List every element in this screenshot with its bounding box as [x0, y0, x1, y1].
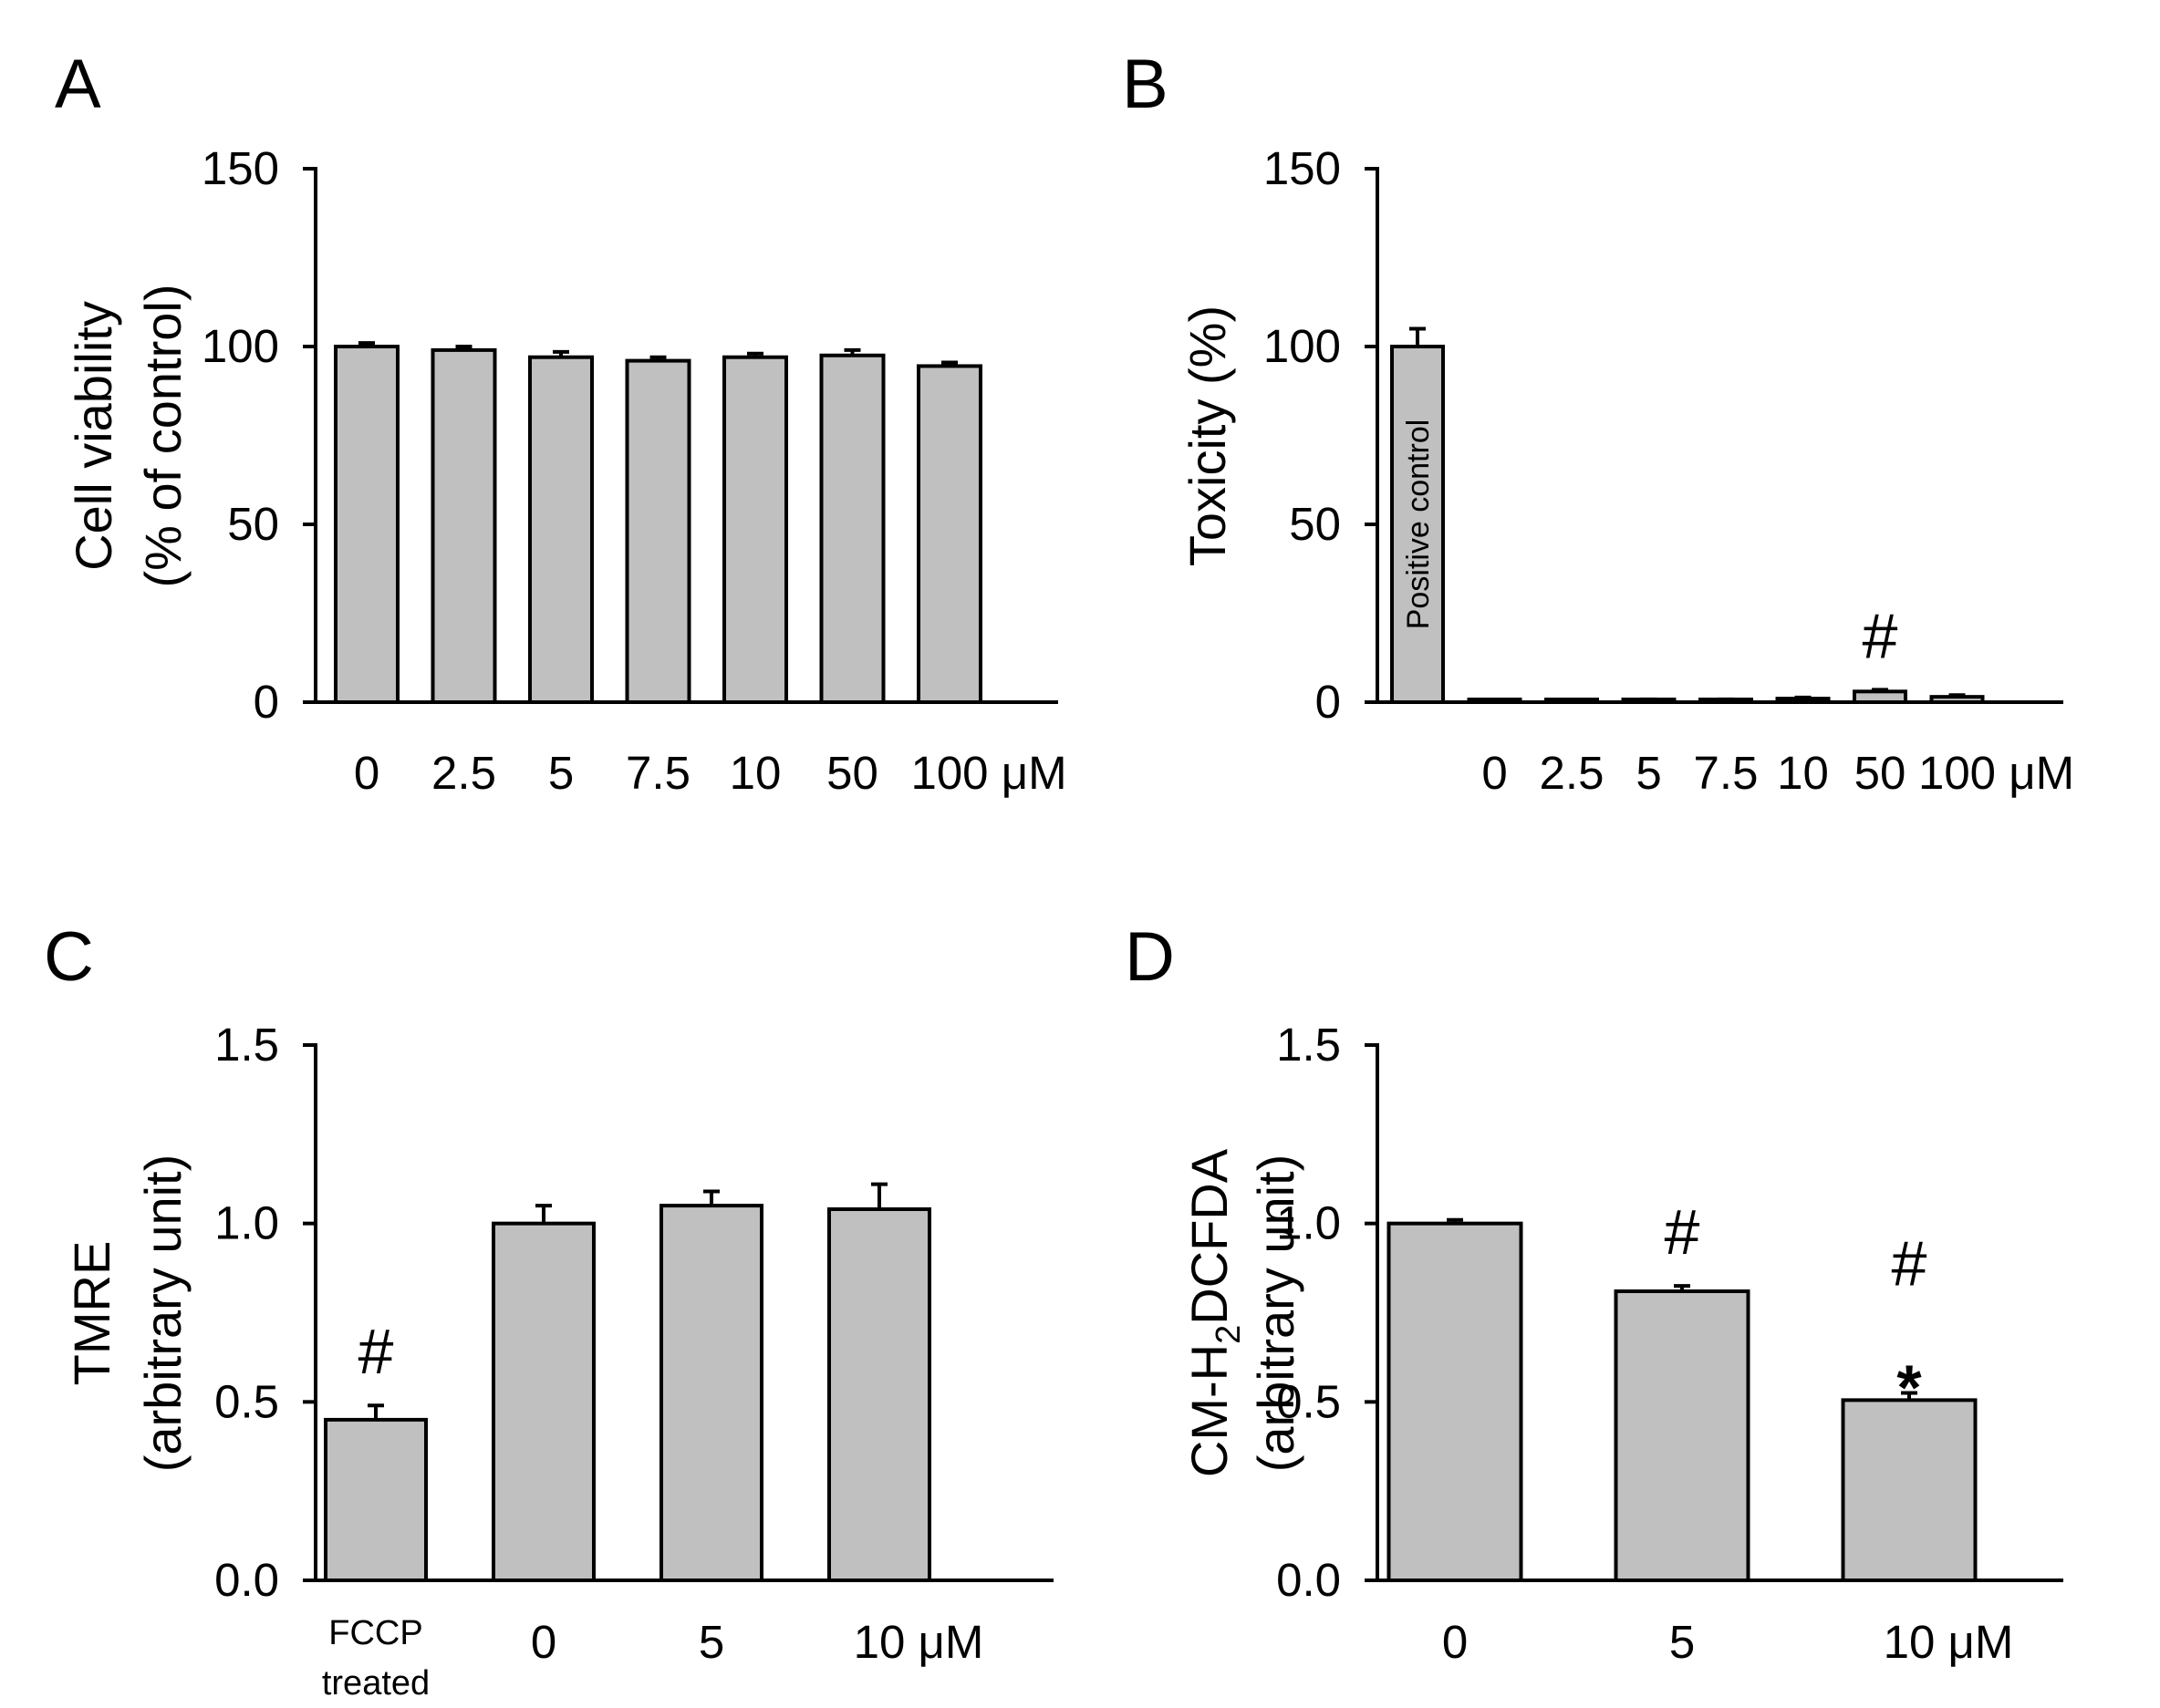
x-tick-label: 0: [1481, 747, 1507, 799]
x-tick-label: 10: [730, 747, 782, 799]
y-tick-label: 0.5: [214, 1375, 279, 1427]
significance-hash: #: [1665, 1196, 1700, 1268]
x-tick-label: 7.5: [626, 747, 691, 799]
bar: [625, 358, 691, 704]
x-tick-label: 100: [910, 747, 988, 799]
y-tick-label: 50: [1289, 498, 1341, 550]
y-tick-label: 1.0: [214, 1197, 279, 1249]
x-tick-label: 5: [1669, 1616, 1695, 1668]
panel-letter: C: [44, 918, 94, 996]
bar: [1614, 1289, 1750, 1583]
bar: [1544, 698, 1599, 704]
bar: [1467, 698, 1522, 704]
y-tick-label: 1.5: [214, 1019, 279, 1071]
x-tick-label: 10: [1777, 747, 1829, 799]
y-tick-label: 100: [202, 320, 279, 372]
significance-star: *: [1896, 1352, 1922, 1423]
x-unit-label: μM: [1002, 747, 1067, 799]
bar: [1386, 1221, 1523, 1582]
bar: [528, 355, 594, 704]
y-tick-label: 1.0: [1276, 1197, 1341, 1249]
x-tick-label: 0: [354, 747, 379, 799]
bar: [722, 355, 788, 704]
panel-d: D 0.0 0.5 1.0 1.5 CM-H2DCFDA (arbitrary unit) 0…: [1125, 918, 2063, 1668]
significance-hash: #: [358, 1316, 394, 1387]
bar: [431, 347, 497, 704]
y-tick-label: 0.0: [1276, 1554, 1341, 1606]
bar: [1853, 689, 1907, 704]
y-axis-label-line2: (arbitrary unit): [1247, 1154, 1304, 1473]
panel-letter: B: [1122, 46, 1168, 123]
x-tick-label: 10: [854, 1616, 906, 1668]
x-tick-label: 5: [548, 747, 574, 799]
bar: [659, 1204, 763, 1582]
y-axis-label: TMRE (arbitrary unit): [63, 1154, 192, 1473]
panel-letter: D: [1125, 918, 1175, 996]
y-axis-label: Toxicity (%): [1179, 305, 1236, 566]
significance-hash: #: [1892, 1228, 1927, 1299]
y-tick-label: 50: [227, 498, 279, 550]
x-tick-label: 10: [1884, 1616, 1936, 1668]
panel-letter: A: [55, 46, 101, 123]
y-tick-label: 100: [1263, 320, 1341, 372]
x-tick-label: 5: [1636, 747, 1661, 799]
bar: [1390, 345, 1445, 704]
x-unit-label: μM: [1948, 1616, 2014, 1668]
bar: [827, 1207, 931, 1582]
bar: [334, 345, 400, 704]
bar: [1929, 695, 1985, 705]
y-tick-label: 0.5: [1276, 1375, 1341, 1427]
x-tick-label: 7.5: [1694, 747, 1759, 799]
y-tick-label: 150: [1263, 142, 1341, 194]
bar: [1841, 1398, 1978, 1583]
y-tick-label: 150: [202, 142, 279, 194]
y-tick-label: 0: [254, 676, 279, 728]
y-axis-label: Cell viability (% of control): [65, 285, 192, 588]
x-tick-label: 5: [699, 1616, 724, 1668]
bar-label: Positive control: [1401, 419, 1436, 630]
x-tick-label: 100: [1918, 747, 1996, 799]
bar: [492, 1221, 596, 1582]
x-tick-label: 2.5: [431, 747, 496, 799]
x-tick-label: 0: [531, 1616, 556, 1668]
x-tick-label: 50: [826, 747, 878, 799]
y-tick-label: 0: [1315, 676, 1341, 728]
x-unit-label: μM: [919, 1616, 984, 1668]
y-axis-label: CM-H2DCFDA: [1180, 1148, 1248, 1477]
x-tick-label: 50: [1854, 747, 1906, 799]
x-unit-label: μM: [2009, 747, 2074, 799]
bar: [819, 353, 886, 704]
bar: [917, 364, 982, 704]
y-tick-label: 0.0: [214, 1554, 279, 1606]
x-tick-label: FCCP treated: [322, 1614, 430, 1703]
panel-c: C 0.0 0.5 1.0 1.5 TMRE (arbitrary unit) FCCP tre…: [44, 918, 1054, 1703]
significance-hash: #: [1863, 600, 1898, 671]
bar: [324, 1417, 428, 1583]
x-tick-label: 0: [1442, 1616, 1468, 1668]
y-tick-label: 1.5: [1276, 1019, 1341, 1071]
x-tick-label: 2.5: [1540, 747, 1604, 799]
